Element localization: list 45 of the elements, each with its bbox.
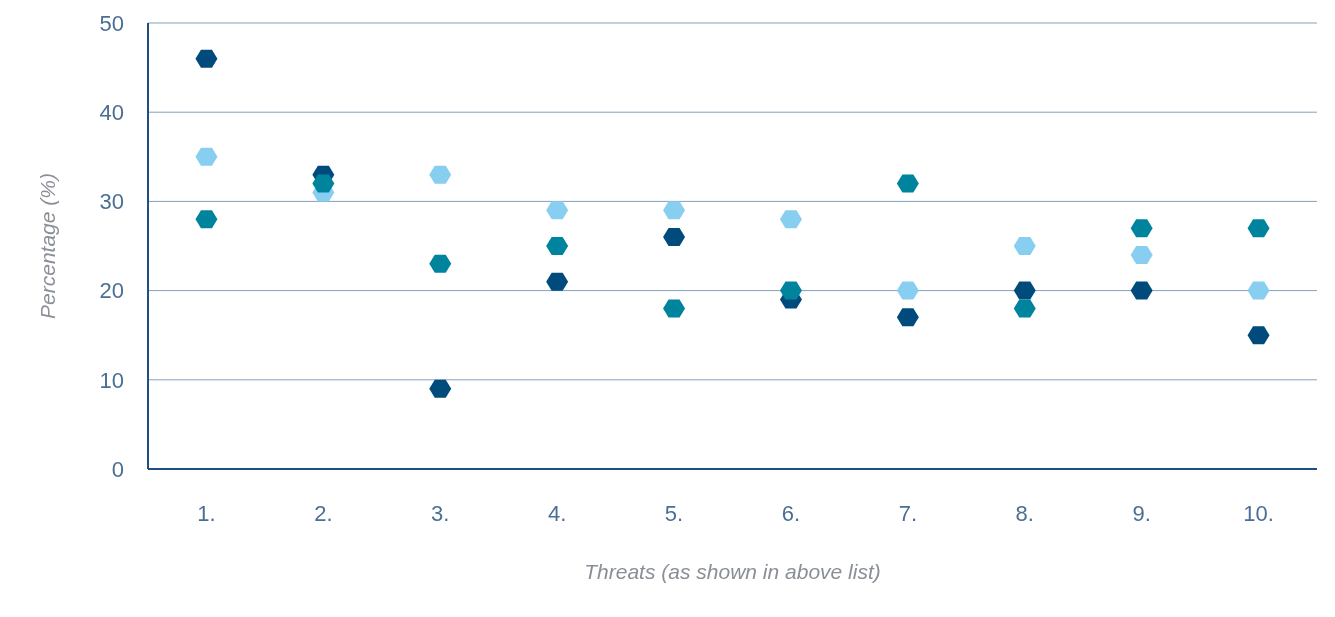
point [663,228,686,247]
point [1013,299,1036,318]
x-tick-label: 1. [197,500,216,526]
point [429,254,452,273]
point [896,308,919,327]
point [663,201,686,220]
x-tick-label: 6. [781,500,801,526]
y-tick-label: 30 [99,189,124,215]
point [1130,245,1153,264]
x-tick-label: 5. [664,500,684,526]
x-tick-label: 3. [431,500,450,526]
point [896,174,919,193]
x-axis-title: Threats (as shown in above list) [584,560,881,583]
x-tick-label: 7. [898,500,918,526]
point [779,210,802,229]
point [546,272,569,291]
point [1247,219,1270,238]
point [429,165,452,184]
x-tick-label: 9. [1132,500,1151,526]
point [663,299,686,318]
point [195,210,218,229]
point [546,237,569,255]
x-tick-label: 10. [1243,500,1274,526]
y-tick-label: 50 [99,10,124,36]
point [1013,281,1036,300]
point [546,201,569,220]
point [1247,326,1270,345]
point [1013,237,1036,255]
x-tick-label: 2. [314,500,333,526]
point [312,174,335,193]
y-tick-label: 10 [99,367,124,393]
point [1130,219,1153,238]
point [195,49,218,68]
point [195,147,218,166]
y-axis-title: Percentage (%) [36,173,60,319]
y-tick-label: 40 [99,100,124,126]
point [779,281,802,300]
x-tick-label: 4. [547,500,567,526]
point [896,281,919,300]
point [429,379,452,398]
y-tick-label: 0 [111,456,124,482]
point [1130,281,1153,300]
point [1247,281,1270,300]
y-tick-label: 20 [99,278,124,304]
x-tick-label: 8. [1015,500,1034,526]
